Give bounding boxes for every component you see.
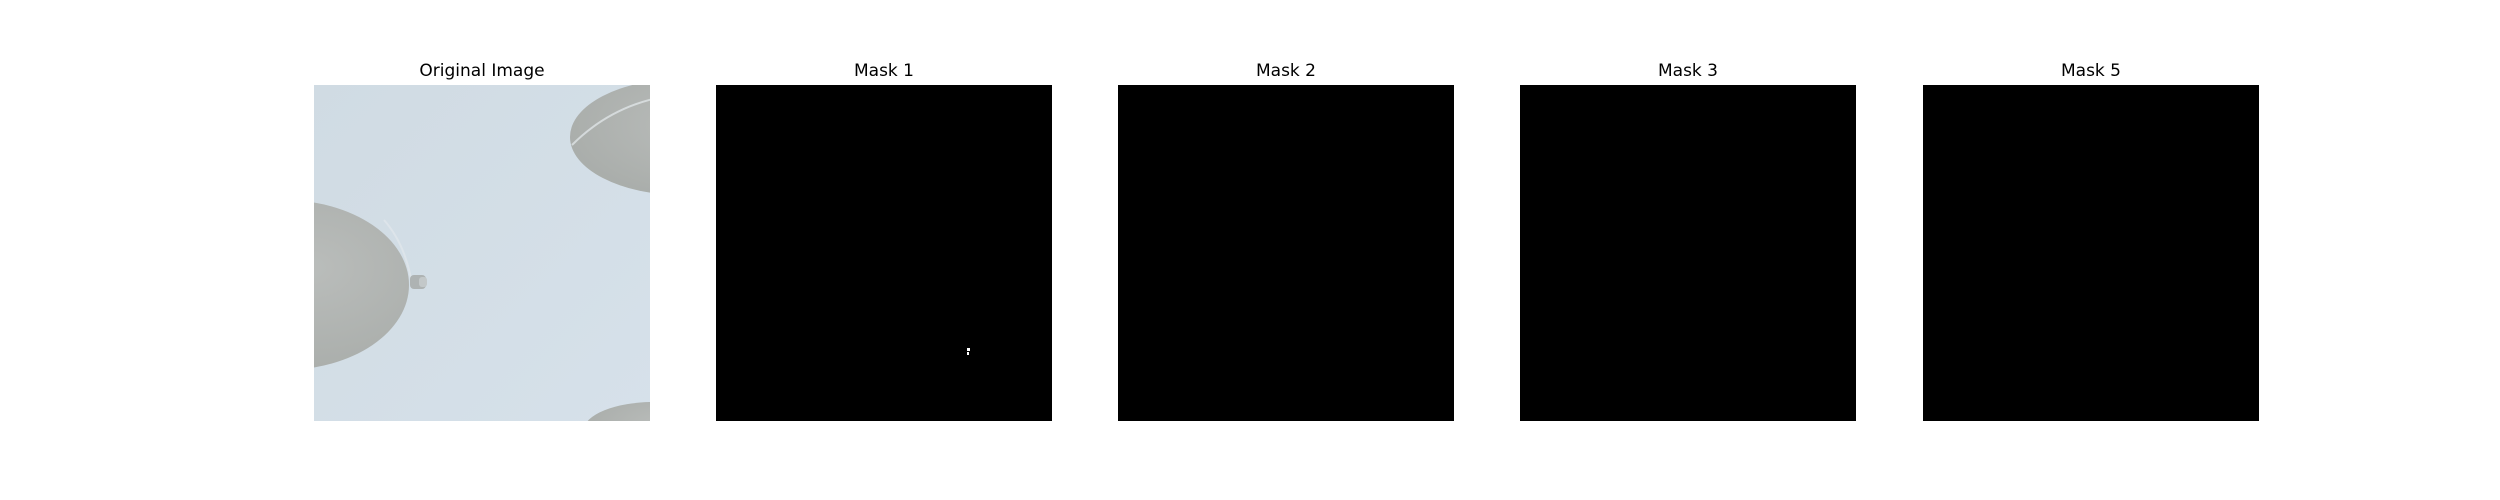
mask-5-panel <box>1923 85 2259 421</box>
mask-1-image <box>716 85 1052 421</box>
panel-title-mask-2: Mask 2 <box>1255 61 1316 81</box>
original-image-panel <box>314 85 650 421</box>
mask-1-highlight <box>967 348 970 351</box>
mask-3-panel <box>1520 85 1856 421</box>
mask-1-panel <box>716 85 1052 421</box>
panel-title-original-image: Original Image <box>419 61 545 81</box>
panel-title-mask-3: Mask 3 <box>1657 61 1718 81</box>
lower-right-dish-shape <box>587 402 650 421</box>
upper-right-dish-shape <box>570 85 650 193</box>
left-dish-shape <box>314 202 409 368</box>
mask-2-panel <box>1118 85 1454 421</box>
original-image <box>314 85 650 421</box>
panel-title-mask-5: Mask 5 <box>2060 61 2121 81</box>
panel-title-mask-1: Mask 1 <box>853 61 914 81</box>
